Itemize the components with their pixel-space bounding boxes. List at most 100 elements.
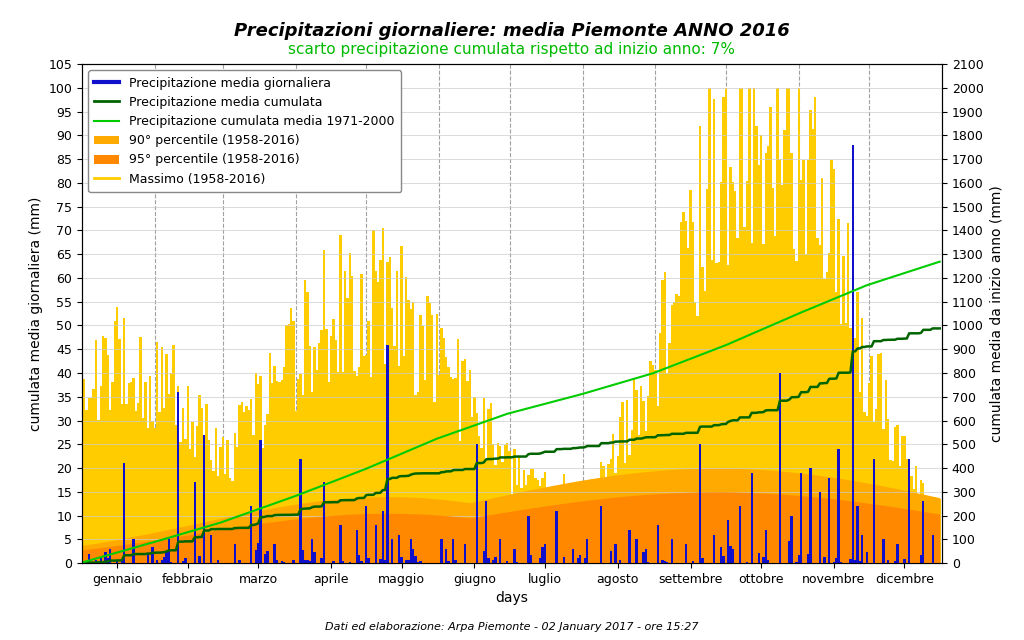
Bar [442,339,445,563]
Bar [188,449,191,563]
Bar [417,562,419,563]
Bar [358,367,360,563]
Bar [558,495,560,563]
Bar [368,558,370,563]
Bar [863,412,865,563]
Bar [840,562,842,563]
Bar [370,377,372,563]
Bar [393,346,395,563]
Bar [572,508,574,563]
Bar [642,401,645,563]
Bar [447,367,450,563]
Bar [876,409,878,563]
Bar [518,457,520,563]
Bar [685,221,687,563]
Bar [306,292,308,563]
Bar [544,472,546,563]
Bar [527,474,529,563]
Bar [186,386,188,563]
Bar [308,561,311,563]
Bar [725,88,727,563]
Bar [838,449,840,563]
Bar [402,356,406,563]
Bar [899,467,901,563]
Bar [104,552,106,563]
Bar [250,399,252,563]
Bar [910,476,912,563]
Bar [800,473,802,563]
Bar [819,245,821,563]
Bar [400,557,402,563]
Bar [99,559,102,563]
Bar [626,399,629,563]
Bar [182,408,184,563]
Bar [168,394,170,563]
Bar [743,227,745,563]
Bar [609,552,612,563]
Bar [109,549,112,563]
Bar [920,479,922,563]
Bar [673,302,676,563]
Bar [549,499,551,563]
Bar [217,561,219,563]
Bar [395,271,398,563]
Bar [828,253,830,563]
Bar [934,497,936,563]
Bar [132,378,135,563]
Bar [859,392,861,563]
Bar [257,385,259,563]
Bar [842,255,845,563]
Bar [302,550,304,563]
Bar [542,477,544,563]
Bar [918,502,920,563]
Bar [239,559,241,563]
Bar [499,540,502,563]
Bar [406,560,408,563]
Bar [738,88,741,563]
Bar [281,561,283,563]
Bar [546,508,549,563]
Bar [713,99,716,563]
Bar [233,433,236,563]
Bar [464,358,466,563]
Bar [758,553,760,563]
Bar [332,319,335,563]
Bar [819,492,821,563]
Bar [219,447,222,563]
Bar [495,465,497,563]
Bar [492,560,495,563]
Bar [475,444,478,563]
Bar [224,474,226,563]
Bar [796,562,798,563]
Bar [97,420,99,563]
Bar [121,559,123,563]
Bar [788,541,791,563]
Bar [506,442,509,563]
Bar [412,549,415,563]
Bar [896,425,899,563]
Bar [654,370,656,563]
Bar [682,212,685,563]
Bar [631,430,633,563]
Bar [666,373,669,563]
Bar [417,392,419,563]
Bar [382,511,384,563]
Bar [638,435,640,563]
Bar [584,518,586,563]
Bar [152,420,154,563]
Bar [226,440,228,563]
Bar [306,560,308,563]
Bar [142,418,144,563]
Bar [205,404,208,563]
Bar [609,459,612,563]
Bar [758,165,760,563]
Bar [473,397,475,563]
Bar [729,546,732,563]
Bar [233,544,236,563]
Bar [431,315,433,563]
Bar [121,404,123,563]
Bar [366,506,368,563]
Bar [159,412,161,563]
Bar [635,390,638,563]
Bar [529,556,532,563]
